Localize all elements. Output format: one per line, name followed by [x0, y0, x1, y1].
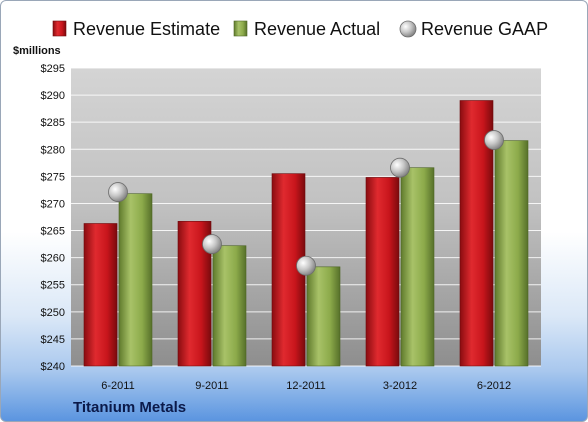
actual-bar — [494, 140, 529, 367]
legend-gaap-label: Revenue GAAP — [421, 19, 548, 39]
legend-estimate-swatch — [52, 20, 67, 37]
gaap-marker — [390, 157, 410, 178]
x-tick-label: 9-2011 — [195, 380, 228, 392]
x-tick-label: 3-2012 — [383, 380, 417, 392]
actual-bar — [306, 266, 341, 367]
y-tick-label: $290 — [41, 90, 65, 102]
estimate-bar — [177, 221, 212, 367]
y-tick-label: $275 — [41, 171, 65, 183]
y-axis-unit-label: $millions — [13, 45, 61, 57]
estimate-bar — [365, 177, 400, 367]
y-tick-label: $280 — [41, 144, 65, 156]
x-tick-label: 6-2012 — [477, 380, 511, 392]
gaap-marker — [296, 255, 316, 276]
x-tick-label: 12-2011 — [286, 380, 326, 392]
y-tick-label: $250 — [41, 307, 65, 319]
actual-bar — [400, 167, 435, 367]
gaap-marker — [484, 130, 504, 150]
gaap-marker — [202, 234, 222, 254]
y-tick-label: $245 — [41, 334, 65, 346]
actual-bar — [118, 193, 153, 367]
legend-actual-label: Revenue Actual — [254, 19, 380, 39]
y-tick-label: $285 — [41, 117, 65, 129]
legend-estimate-label: Revenue Estimate — [73, 19, 220, 39]
y-tick-label: $240 — [41, 361, 65, 373]
x-tick-label: 6-2011 — [101, 380, 134, 392]
legend-gaap-swatch — [399, 20, 417, 38]
legend-actual-swatch — [233, 20, 248, 37]
estimate-bar — [83, 223, 118, 367]
y-tick-label: $295 — [41, 63, 65, 75]
y-tick-label: $265 — [41, 226, 65, 238]
company-name: Titanium Metals — [73, 399, 187, 416]
y-tick-label: $255 — [41, 280, 65, 292]
y-tick-label: $270 — [41, 198, 65, 210]
actual-bar — [212, 245, 247, 367]
y-tick-label: $260 — [41, 253, 65, 265]
gaap-marker — [108, 182, 128, 202]
